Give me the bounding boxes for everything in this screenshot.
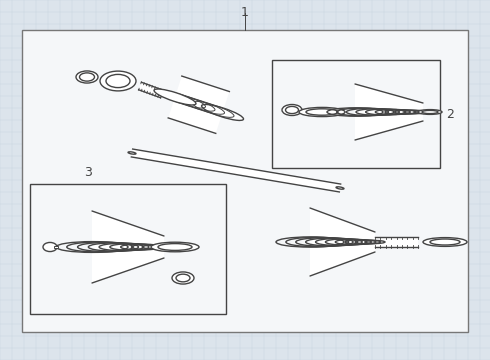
Ellipse shape <box>76 71 98 83</box>
Text: 3: 3 <box>84 166 92 179</box>
Ellipse shape <box>154 89 196 105</box>
Polygon shape <box>310 208 375 276</box>
Ellipse shape <box>151 242 199 252</box>
Ellipse shape <box>282 104 302 116</box>
Ellipse shape <box>201 104 244 121</box>
Bar <box>272 60 440 168</box>
Ellipse shape <box>423 238 467 246</box>
Polygon shape <box>131 149 341 192</box>
Text: 2: 2 <box>446 108 454 121</box>
Ellipse shape <box>100 71 136 91</box>
Bar <box>22 30 468 332</box>
Bar <box>30 184 226 314</box>
Bar <box>53 246 58 248</box>
Ellipse shape <box>299 107 345 117</box>
Ellipse shape <box>172 272 194 284</box>
Ellipse shape <box>336 187 344 189</box>
Ellipse shape <box>418 109 442 114</box>
Polygon shape <box>168 76 229 133</box>
Polygon shape <box>92 211 164 283</box>
Text: 1: 1 <box>241 6 249 19</box>
Polygon shape <box>139 82 163 98</box>
Polygon shape <box>355 84 423 140</box>
Polygon shape <box>375 237 418 247</box>
Ellipse shape <box>43 242 57 252</box>
Ellipse shape <box>128 152 136 154</box>
